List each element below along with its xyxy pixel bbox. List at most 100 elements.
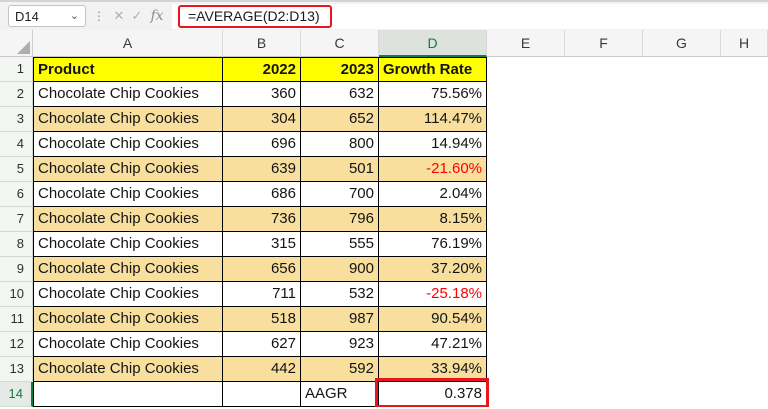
row-header-1[interactable]: 1	[0, 57, 33, 82]
cell-A4[interactable]: Chocolate Chip Cookies	[33, 132, 223, 157]
cell-C13[interactable]: 592	[301, 357, 379, 382]
cell-E13[interactable]	[487, 357, 565, 382]
cell-G4[interactable]	[643, 132, 721, 157]
cell-G9[interactable]	[643, 257, 721, 282]
cell-D6[interactable]: 2.04%	[379, 182, 487, 207]
cell-G6[interactable]	[643, 182, 721, 207]
cell-H8[interactable]	[721, 232, 768, 257]
cell-D10[interactable]: -25.18%	[379, 282, 487, 307]
cell-D8[interactable]: 76.19%	[379, 232, 487, 257]
row-header-10[interactable]: 10	[0, 282, 33, 307]
cell-B3[interactable]: 304	[223, 107, 301, 132]
row-header-3[interactable]: 3	[0, 107, 33, 132]
cell-E4[interactable]	[487, 132, 565, 157]
cell-G8[interactable]	[643, 232, 721, 257]
cell-H7[interactable]	[721, 207, 768, 232]
cell-G3[interactable]	[643, 107, 721, 132]
cell-A11[interactable]: Chocolate Chip Cookies	[33, 307, 223, 332]
cell-F2[interactable]	[565, 82, 643, 107]
cell-D1[interactable]: Growth Rate	[379, 57, 487, 82]
column-header-E[interactable]: E	[487, 30, 565, 57]
row-header-11[interactable]: 11	[0, 307, 33, 332]
cell-D5[interactable]: -21.60%	[379, 157, 487, 182]
cell-A10[interactable]: Chocolate Chip Cookies	[33, 282, 223, 307]
row-header-5[interactable]: 5	[0, 157, 33, 182]
cell-F10[interactable]	[565, 282, 643, 307]
cell-H9[interactable]	[721, 257, 768, 282]
column-header-A[interactable]: A	[33, 30, 223, 57]
cell-C11[interactable]: 987	[301, 307, 379, 332]
cell-H6[interactable]	[721, 182, 768, 207]
cell-E11[interactable]	[487, 307, 565, 332]
cell-D2[interactable]: 75.56%	[379, 82, 487, 107]
chevron-down-icon[interactable]: ⌄	[69, 10, 79, 22]
cell-A9[interactable]: Chocolate Chip Cookies	[33, 257, 223, 282]
cell-G12[interactable]	[643, 332, 721, 357]
cell-E14[interactable]	[487, 382, 565, 407]
cell-D3[interactable]: 114.47%	[379, 107, 487, 132]
row-header-8[interactable]: 8	[0, 232, 33, 257]
row-header-2[interactable]: 2	[0, 82, 33, 107]
cell-E2[interactable]	[487, 82, 565, 107]
cell-D12[interactable]: 47.21%	[379, 332, 487, 357]
cell-H5[interactable]	[721, 157, 768, 182]
cell-A8[interactable]: Chocolate Chip Cookies	[33, 232, 223, 257]
cell-E10[interactable]	[487, 282, 565, 307]
cell-F3[interactable]	[565, 107, 643, 132]
cell-B12[interactable]: 627	[223, 332, 301, 357]
cell-B1[interactable]: 2022	[223, 57, 301, 82]
row-header-12[interactable]: 12	[0, 332, 33, 357]
insert-function-icon[interactable]: fx	[150, 8, 164, 24]
cell-F12[interactable]	[565, 332, 643, 357]
row-header-14[interactable]: 14	[0, 382, 33, 407]
column-header-C[interactable]: C	[301, 30, 379, 57]
cell-G7[interactable]	[643, 207, 721, 232]
cell-G2[interactable]	[643, 82, 721, 107]
cell-C14[interactable]: AAGR	[301, 382, 379, 407]
cell-H10[interactable]	[721, 282, 768, 307]
cell-A14[interactable]	[33, 382, 223, 407]
cell-H4[interactable]	[721, 132, 768, 157]
column-header-F[interactable]: F	[565, 30, 643, 57]
cell-H2[interactable]	[721, 82, 768, 107]
cell-B11[interactable]: 518	[223, 307, 301, 332]
cell-D13[interactable]: 33.94%	[379, 357, 487, 382]
cell-G5[interactable]	[643, 157, 721, 182]
cell-H1[interactable]	[721, 57, 768, 82]
cell-F6[interactable]	[565, 182, 643, 207]
row-header-13[interactable]: 13	[0, 357, 33, 382]
cell-H13[interactable]	[721, 357, 768, 382]
cell-D9[interactable]: 37.20%	[379, 257, 487, 282]
cell-A1[interactable]: Product	[33, 57, 223, 82]
column-header-D[interactable]: D	[379, 30, 487, 57]
cell-F8[interactable]	[565, 232, 643, 257]
cell-A2[interactable]: Chocolate Chip Cookies	[33, 82, 223, 107]
row-header-6[interactable]: 6	[0, 182, 33, 207]
cell-E12[interactable]	[487, 332, 565, 357]
cell-B2[interactable]: 360	[223, 82, 301, 107]
cell-B10[interactable]: 711	[223, 282, 301, 307]
enter-icon[interactable]: ✓	[131, 8, 143, 23]
cell-A5[interactable]: Chocolate Chip Cookies	[33, 157, 223, 182]
cell-F14[interactable]	[565, 382, 643, 407]
cell-E6[interactable]	[487, 182, 565, 207]
cell-C3[interactable]: 652	[301, 107, 379, 132]
cell-D4[interactable]: 14.94%	[379, 132, 487, 157]
cell-C9[interactable]: 900	[301, 257, 379, 282]
cell-C2[interactable]: 632	[301, 82, 379, 107]
cell-F11[interactable]	[565, 307, 643, 332]
cancel-icon[interactable]: ✕	[113, 8, 125, 23]
cell-H11[interactable]	[721, 307, 768, 332]
cell-G14[interactable]	[643, 382, 721, 407]
row-header-9[interactable]: 9	[0, 257, 33, 282]
cell-B13[interactable]: 442	[223, 357, 301, 382]
row-header-4[interactable]: 4	[0, 132, 33, 157]
cell-D11[interactable]: 90.54%	[379, 307, 487, 332]
cell-B9[interactable]: 656	[223, 257, 301, 282]
cell-C8[interactable]: 555	[301, 232, 379, 257]
formula-input[interactable]: =AVERAGE(D2:D13)	[172, 3, 768, 29]
cell-C6[interactable]: 700	[301, 182, 379, 207]
cell-C4[interactable]: 800	[301, 132, 379, 157]
column-header-H[interactable]: H	[721, 30, 768, 57]
cell-A3[interactable]: Chocolate Chip Cookies	[33, 107, 223, 132]
